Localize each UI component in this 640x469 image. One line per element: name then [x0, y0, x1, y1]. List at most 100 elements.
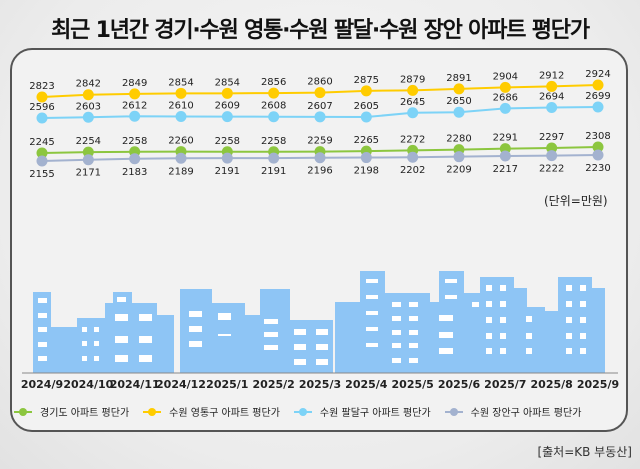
- data-label: 2259: [307, 136, 332, 147]
- data-point: [82, 146, 94, 158]
- data-point: [129, 153, 141, 165]
- building-window: [316, 344, 328, 350]
- data-label: 2155: [29, 169, 54, 180]
- building: [360, 271, 385, 373]
- building-window: [392, 330, 401, 335]
- data-label: 2260: [168, 136, 193, 147]
- data-point: [268, 87, 280, 99]
- legend-label: 경기도 아파트 평단가: [40, 408, 130, 419]
- data-label: 2879: [400, 74, 425, 85]
- data-point: [36, 147, 48, 159]
- data-point: [314, 152, 326, 164]
- data-label: 2603: [76, 101, 101, 112]
- data-point: [592, 101, 604, 113]
- building-window: [500, 301, 506, 307]
- data-label: 2258: [122, 136, 147, 147]
- building-window: [580, 301, 586, 307]
- data-label: 2854: [168, 77, 193, 88]
- series-2: 2596 2603 2612 2610 2609 2608 2607 2605 2645 2650…: [29, 91, 611, 124]
- x-tick-label: 2025/7: [484, 378, 526, 391]
- building-window: [38, 327, 47, 332]
- data-label: 2856: [261, 77, 286, 88]
- data-point: [360, 152, 372, 164]
- data-point: [314, 111, 326, 123]
- building-window: [526, 333, 532, 339]
- building-window: [445, 279, 457, 283]
- building-window: [392, 343, 401, 348]
- building: [480, 277, 514, 373]
- building-window: [409, 330, 418, 335]
- data-point: [175, 87, 187, 99]
- data-point: [360, 85, 372, 97]
- data-label: 2924: [585, 69, 610, 80]
- building-window: [139, 314, 152, 321]
- data-label: 2272: [400, 134, 425, 145]
- x-tick-label: 2025/2: [253, 378, 295, 391]
- data-point: [499, 150, 511, 162]
- x-tick-label: 2025/3: [299, 378, 341, 391]
- data-label: 2609: [215, 101, 240, 112]
- building: [514, 288, 527, 373]
- data-point: [546, 142, 558, 154]
- building-window: [218, 334, 231, 336]
- data-label: 2258: [215, 136, 240, 147]
- data-point: [221, 111, 233, 123]
- legend-item: 경기도 아파트 평단가: [14, 404, 129, 419]
- building-window: [82, 341, 87, 346]
- building-window: [117, 297, 126, 302]
- data-point: [82, 111, 94, 123]
- building-window: [38, 356, 47, 361]
- data-point: [82, 154, 94, 166]
- data-label: 2904: [493, 71, 518, 82]
- data-label: 2191: [215, 166, 240, 177]
- building-window: [366, 343, 378, 347]
- data-point: [592, 141, 604, 153]
- building: [385, 293, 430, 373]
- data-point: [314, 87, 326, 99]
- building: [245, 315, 260, 373]
- unit-label: (단위=만원): [544, 194, 608, 208]
- building-window: [486, 333, 492, 339]
- x-tick-label: 2025/4: [345, 378, 388, 391]
- building-window: [486, 285, 492, 291]
- data-point: [129, 110, 141, 122]
- data-label: 2222: [539, 164, 564, 175]
- data-point: [592, 149, 604, 161]
- building-window: [409, 316, 418, 321]
- building-window: [566, 333, 572, 339]
- building: [527, 307, 545, 373]
- series-1: 2823 2842 2849 2854 2854 2856 2860 2875 2879 2891…: [29, 69, 611, 103]
- building-window: [316, 329, 328, 335]
- x-tick-label: 2024/10: [63, 378, 113, 391]
- data-label: 2265: [354, 135, 379, 146]
- data-label: 2645: [400, 97, 425, 108]
- data-point: [36, 112, 48, 124]
- building-window: [500, 285, 506, 291]
- series-3: 2155 2171 2183 2189 2191 2191 2196 2198 2202 2209…: [29, 149, 611, 180]
- data-label: 2849: [122, 78, 147, 89]
- building-window: [472, 302, 479, 307]
- legend-label: 수원 팔달구 아파트 평단가: [319, 408, 431, 419]
- data-label: 2605: [354, 101, 379, 112]
- building-window: [94, 327, 99, 332]
- data-point: [221, 152, 233, 164]
- data-label: 2694: [539, 92, 564, 103]
- x-tick-label: 2025/9: [577, 378, 619, 391]
- building-window: [526, 348, 532, 354]
- data-point: [546, 80, 558, 92]
- data-point: [453, 106, 465, 118]
- building-window: [366, 327, 378, 331]
- x-tick-label: 2024/12: [156, 378, 206, 391]
- building-window: [500, 348, 506, 354]
- legend-swatch-icon: [14, 407, 32, 417]
- building-window: [409, 358, 418, 363]
- data-point: [175, 111, 187, 123]
- data-point: [407, 107, 419, 119]
- legend-swatch-icon: [444, 407, 463, 417]
- building-window: [439, 315, 453, 321]
- data-label: 2191: [261, 166, 286, 177]
- building: [33, 292, 51, 373]
- data-label: 2842: [76, 79, 101, 90]
- legend: 경기도 아파트 평단가 수원 영통구 아파트 평단가 수원 팔달구 아파트 평단가 수…: [14, 404, 626, 419]
